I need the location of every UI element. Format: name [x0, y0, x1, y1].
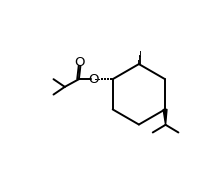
- Polygon shape: [163, 109, 167, 125]
- Text: O: O: [88, 73, 98, 86]
- Text: O: O: [74, 55, 85, 68]
